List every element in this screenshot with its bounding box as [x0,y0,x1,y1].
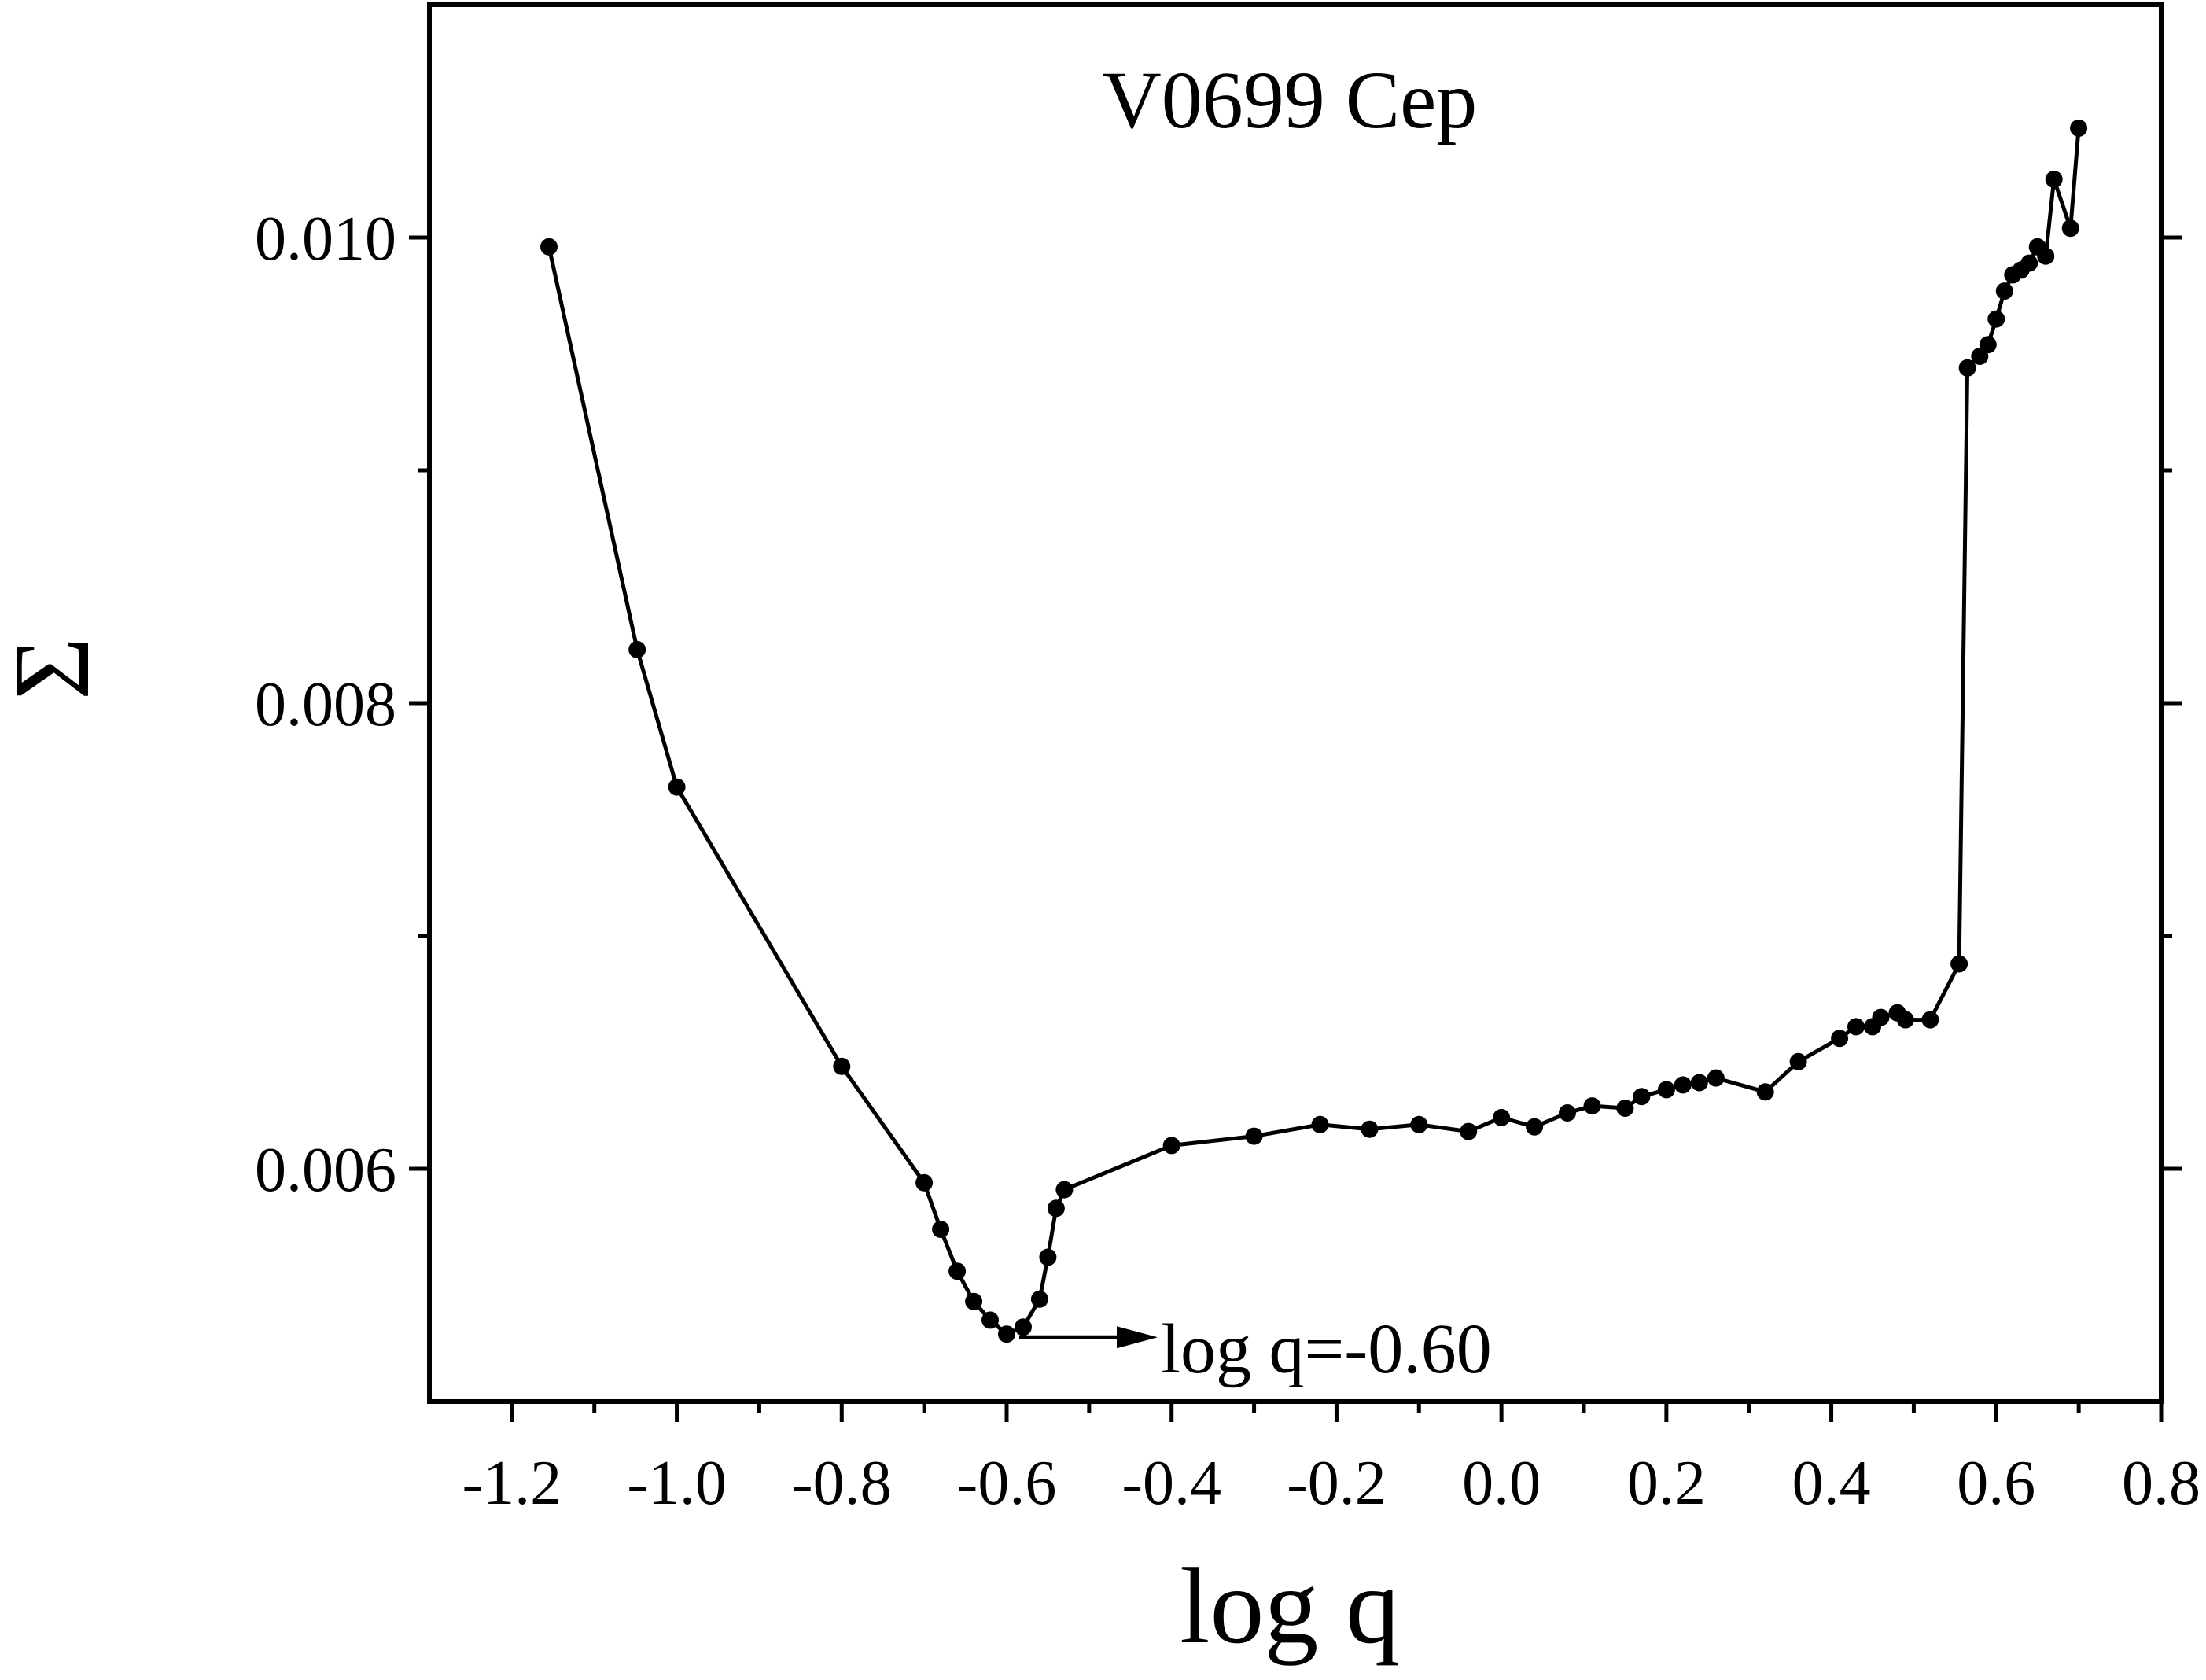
y-tick-label: 0.008 [255,670,396,739]
data-point [1526,1118,1544,1136]
data-point [2061,219,2079,238]
x-tick-label: 0.0 [1462,1449,1541,1518]
x-axis-label: log q [1180,1546,1400,1666]
data-point [1756,1083,1774,1101]
x-tick-label: 0.2 [1627,1449,1706,1518]
data-point [1674,1076,1692,1094]
data-point [1872,1008,1890,1026]
x-tick-label: -1.2 [462,1449,562,1518]
data-point [1583,1097,1601,1115]
data-point [1958,359,1976,377]
data-point [1995,282,2013,300]
data-point [1162,1137,1180,1155]
data-point [965,1292,983,1310]
data-point [1633,1088,1651,1106]
plot-frame [427,2,2164,1404]
data-point [1690,1074,1708,1092]
data-point [1921,1011,1939,1029]
data-point [1616,1100,1634,1117]
data-point [981,1311,999,1329]
data-point [1047,1199,1065,1218]
data-point [2020,254,2038,272]
data-point [668,778,686,796]
annotation-arrowhead [1117,1326,1158,1349]
x-tick-label: -0.2 [1287,1449,1387,1518]
data-point [932,1221,950,1238]
data-point [915,1173,934,1192]
data-point [1987,310,2005,328]
data-point [1847,1018,1865,1036]
axis-tick-labels: -1.2 -1.0 -0.8 -0.6 -0.4 -0.2 0.0 0.2 0.4 0.6 0.8 0… [255,204,2200,1518]
data-point [1460,1122,1478,1140]
axis-ticks [409,235,2182,1422]
x-tick-label: 0.8 [2122,1449,2200,1518]
data-point [1311,1115,1329,1133]
series-line [547,127,2081,1336]
data-point [2045,171,2063,188]
x-tick-label: 0.6 [1957,1449,2035,1518]
data-point [1015,1318,1032,1336]
data-point [628,640,646,658]
y-tick-label: 0.006 [255,1136,396,1205]
data-point [1707,1069,1725,1087]
data-point [1789,1052,1807,1070]
x-tick-label: 0.4 [1792,1449,1871,1518]
data-point [1831,1030,1849,1048]
data-point [2037,247,2055,265]
data-point [1030,1290,1048,1308]
x-tick-label: -1.0 [627,1449,727,1518]
annotation-label: log q=-0.60 [1161,1310,1492,1388]
data-point [1039,1248,1057,1266]
x-tick-label: -0.6 [957,1449,1057,1518]
data-point [1896,1011,1914,1029]
data-point [1979,336,1997,354]
y-axis-label: Σ [0,637,112,700]
data-point [540,238,558,256]
data-point [1493,1108,1511,1126]
data-point [948,1262,967,1280]
data-point [833,1057,851,1075]
data-point [2070,119,2088,137]
x-tick-label: -0.4 [1121,1449,1221,1518]
series-points [540,119,2088,1343]
data-point [1410,1115,1428,1133]
data-point [1361,1120,1379,1138]
data-point [1245,1127,1263,1145]
data-point [1559,1104,1576,1122]
chart-title: V0699 Cep [1103,55,1478,146]
data-point [998,1325,1015,1343]
data-point [1657,1081,1675,1099]
data-point [1950,955,1968,973]
x-tick-label: -0.8 [792,1449,892,1518]
y-tick-label: 0.010 [255,204,396,274]
data-point [1055,1181,1074,1199]
